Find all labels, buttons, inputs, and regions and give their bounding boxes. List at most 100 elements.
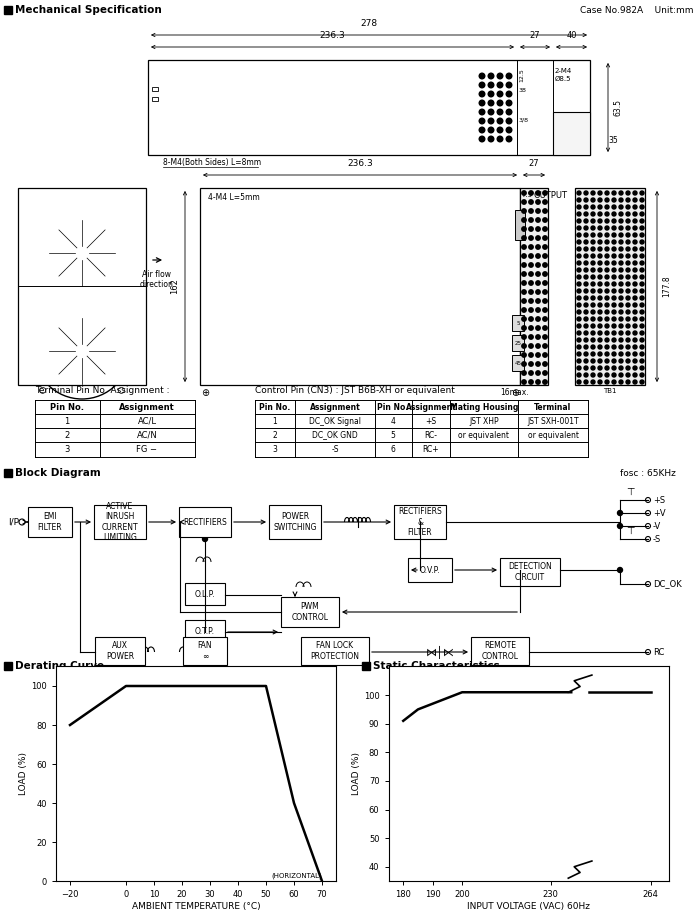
Circle shape (591, 275, 595, 279)
Circle shape (497, 73, 503, 79)
Text: 8-M4(Both Sides) L=8mm: 8-M4(Both Sides) L=8mm (163, 158, 261, 167)
Circle shape (619, 226, 623, 230)
Circle shape (577, 275, 581, 279)
Circle shape (522, 272, 526, 277)
Circle shape (619, 219, 623, 223)
Circle shape (626, 310, 630, 314)
Text: 1: 1 (272, 416, 277, 425)
Circle shape (633, 338, 637, 342)
Circle shape (591, 359, 595, 363)
Circle shape (536, 272, 540, 277)
Circle shape (480, 136, 485, 142)
Bar (152, 97, 158, 101)
Circle shape (577, 254, 581, 258)
Circle shape (605, 345, 609, 349)
Bar (18, 188, 146, 385)
Circle shape (612, 296, 616, 300)
Circle shape (626, 359, 630, 363)
Circle shape (612, 198, 616, 202)
Circle shape (591, 212, 595, 216)
Text: Mating Housing: Mating Housing (450, 403, 518, 412)
Circle shape (577, 282, 581, 286)
Circle shape (591, 324, 595, 328)
Circle shape (542, 308, 547, 312)
Circle shape (528, 200, 533, 205)
Circle shape (640, 282, 644, 286)
Circle shape (640, 359, 644, 363)
Circle shape (536, 236, 540, 240)
Circle shape (522, 299, 526, 303)
Circle shape (640, 275, 644, 279)
Circle shape (577, 352, 581, 356)
Circle shape (612, 310, 616, 314)
Circle shape (542, 272, 547, 277)
Circle shape (528, 272, 533, 277)
Text: FAN
∞: FAN ∞ (197, 641, 212, 661)
Circle shape (619, 247, 623, 251)
Circle shape (598, 345, 602, 349)
Circle shape (577, 261, 581, 265)
Circle shape (626, 289, 630, 293)
Circle shape (612, 247, 616, 251)
Bar (394, 505, 446, 539)
Circle shape (542, 209, 547, 214)
Circle shape (506, 100, 512, 106)
Circle shape (542, 263, 547, 268)
Circle shape (619, 331, 623, 335)
Text: Control Pin (CN3) : JST B6B-XH or equivalent: Control Pin (CN3) : JST B6B-XH or equiva… (255, 386, 455, 395)
Circle shape (591, 366, 595, 370)
Circle shape (626, 331, 630, 335)
Circle shape (542, 254, 547, 258)
Text: ⊤: ⊤ (626, 526, 634, 536)
Circle shape (497, 127, 503, 132)
Circle shape (598, 359, 602, 363)
Circle shape (528, 326, 533, 331)
Text: TB1: TB1 (603, 388, 617, 394)
Circle shape (633, 254, 637, 258)
Circle shape (633, 373, 637, 377)
Circle shape (542, 200, 547, 205)
Text: 2: 2 (64, 431, 69, 439)
Circle shape (633, 303, 637, 307)
Text: FG −: FG − (136, 445, 158, 454)
Circle shape (488, 136, 494, 142)
Text: 12.5: 12.5 (519, 68, 524, 82)
Circle shape (619, 212, 623, 216)
Y-axis label: LOAD (%): LOAD (%) (20, 752, 29, 795)
Circle shape (633, 247, 637, 251)
Circle shape (626, 198, 630, 202)
Circle shape (626, 373, 630, 377)
Text: Mechanical Specification: Mechanical Specification (15, 5, 162, 15)
Bar (515, 210, 525, 240)
Circle shape (542, 380, 547, 384)
Circle shape (612, 275, 616, 279)
Circle shape (598, 240, 602, 244)
Circle shape (633, 233, 637, 237)
Circle shape (536, 200, 540, 205)
Text: Assignment: Assignment (309, 403, 360, 412)
Text: Pin No.: Pin No. (377, 403, 409, 412)
Text: +V: +V (653, 509, 666, 518)
Circle shape (605, 205, 609, 209)
Text: 3/8: 3/8 (519, 118, 529, 122)
Circle shape (528, 254, 533, 258)
Circle shape (584, 366, 588, 370)
Circle shape (633, 240, 637, 244)
Bar (471, 637, 529, 665)
Circle shape (640, 373, 644, 377)
Circle shape (605, 317, 609, 321)
Bar (185, 620, 225, 642)
Circle shape (522, 317, 526, 321)
Circle shape (640, 317, 644, 321)
Circle shape (633, 205, 637, 209)
Circle shape (536, 245, 540, 249)
Circle shape (528, 308, 533, 312)
Circle shape (577, 191, 581, 195)
Circle shape (577, 373, 581, 377)
Circle shape (536, 218, 540, 222)
Circle shape (584, 275, 588, 279)
Circle shape (626, 268, 630, 272)
Circle shape (536, 263, 540, 268)
Circle shape (626, 352, 630, 356)
Circle shape (577, 345, 581, 349)
